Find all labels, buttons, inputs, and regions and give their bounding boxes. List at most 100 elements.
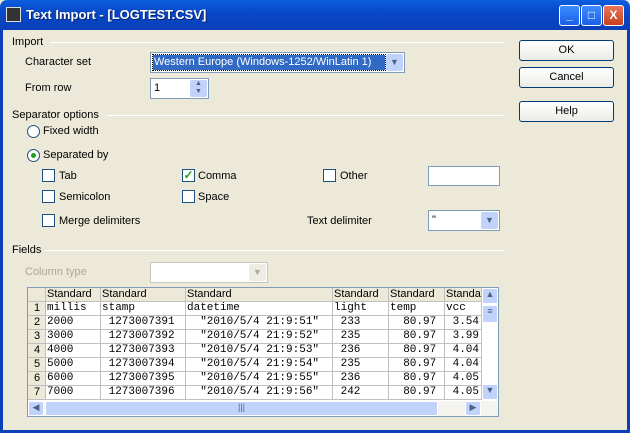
spin-arrows-icon[interactable]: ▲ ▼ [190,80,207,97]
scroll-left-button[interactable]: ◀ [28,401,44,416]
other-checkbox[interactable] [323,169,336,182]
grid-cell[interactable]: millis [46,302,101,316]
grid-cell[interactable]: vcc [445,302,482,316]
grid-cell[interactable]: 3.54 [445,316,482,330]
fixed-width-radio[interactable] [27,125,40,138]
corner-cell [28,288,46,302]
grid-cell[interactable]: 4.05 [445,372,482,386]
maximize-button[interactable]: □ [581,5,602,26]
semicolon-label: Semicolon [59,191,111,203]
grid-cell[interactable]: 80.97 [389,372,445,386]
separated-by-radio[interactable] [27,149,40,162]
chevron-down-icon[interactable]: ▼ [481,212,498,229]
preview-grid[interactable]: Standard Standard Standard Standard Standard… [27,287,499,417]
charset-value: Western Europe (Windows-1252/WinLatin 1) [152,54,386,71]
fixed-width-label: Fixed width [43,125,99,137]
grid-cell[interactable]: 1273007395 [101,372,186,386]
minimize-button[interactable]: _ [559,5,580,26]
semicolon-checkbox[interactable] [42,190,55,203]
grid-cell[interactable]: 1273007391 [101,316,186,330]
grid-cell[interactable]: 233 [333,316,389,330]
merge-delimiters-checkbox[interactable] [42,214,55,227]
grid-cell[interactable]: "2010/5/4 21:9:54" [186,358,333,372]
row-header[interactable]: 3 [28,330,46,344]
chevron-down-icon: ▼ [249,264,266,281]
preview-grid-viewport[interactable]: Standard Standard Standard Standard Standard… [28,288,482,401]
from-row-label: From row [25,82,72,94]
grid-cell[interactable]: 3.99 [445,330,482,344]
grid-cell[interactable]: 80.97 [389,344,445,358]
grid-cell[interactable]: 1273007393 [101,344,186,358]
other-label: Other [340,170,368,182]
grid-cell[interactable]: "2010/5/4 21:9:56" [186,386,333,400]
grid-cell[interactable]: 80.97 [389,386,445,400]
vertical-scroll-thumb[interactable]: ≡ [482,305,498,323]
divider [50,42,505,43]
column-type-header[interactable]: Standard [186,288,333,302]
horizontal-scroll-thumb[interactable]: ||| [45,401,438,416]
grid-cell[interactable]: "2010/5/4 21:9:55" [186,372,333,386]
grid-cell[interactable]: 4000 [46,344,101,358]
grid-cell[interactable]: 235 [333,330,389,344]
separator-group-label: Separator options [12,109,99,121]
title-bar[interactable]: Text Import - [LOGTEST.CSV] _ □ X [0,0,630,30]
grid-cell[interactable]: 4.04 [445,344,482,358]
grid-cell[interactable]: "2010/5/4 21:9:51" [186,316,333,330]
column-type-select[interactable]: ▼ [150,262,268,283]
charset-select[interactable]: Western Europe (Windows-1252/WinLatin 1)… [150,52,405,73]
column-type-label: Column type [25,266,87,278]
grid-cell[interactable]: 80.97 [389,316,445,330]
space-checkbox[interactable] [182,190,195,203]
grid-cell[interactable]: 1273007392 [101,330,186,344]
column-type-header[interactable]: Standard [389,288,445,302]
grid-cell[interactable]: 4.05 [445,386,482,400]
grid-cell[interactable]: 235 [333,358,389,372]
grid-cell[interactable]: "2010/5/4 21:9:53" [186,344,333,358]
row-header[interactable]: 1 [28,302,46,316]
close-button[interactable]: X [603,5,624,26]
row-header[interactable]: 6 [28,372,46,386]
row-header[interactable]: 5 [28,358,46,372]
column-type-header[interactable]: Standa [445,288,482,302]
row-header[interactable]: 4 [28,344,46,358]
cancel-button[interactable]: Cancel [519,67,614,88]
other-input[interactable] [428,166,500,186]
column-type-header[interactable]: Standard [333,288,389,302]
grid-cell[interactable]: "2010/5/4 21:9:52" [186,330,333,344]
text-delimiter-select[interactable]: " ▼ [428,210,500,231]
grid-cell[interactable]: 5000 [46,358,101,372]
ok-button[interactable]: OK [519,40,614,61]
grid-cell[interactable]: 80.97 [389,330,445,344]
from-row-stepper[interactable]: 1 ▲ ▼ [150,78,209,99]
grid-cell[interactable]: temp [389,302,445,316]
horizontal-scrollbar[interactable]: ◀ ||| ▶ [28,401,498,416]
scroll-up-button[interactable]: ▲ [482,288,498,304]
grid-cell[interactable]: 1273007396 [101,386,186,400]
chevron-down-icon[interactable]: ▼ [386,54,403,71]
row-header[interactable]: 2 [28,316,46,330]
row-header[interactable]: 7 [28,386,46,400]
help-button[interactable]: Help [519,101,614,122]
divider [45,250,505,251]
grid-cell[interactable]: 3000 [46,330,101,344]
grid-cell[interactable]: 80.97 [389,358,445,372]
grid-cell[interactable]: 236 [333,344,389,358]
grid-cell[interactable]: 4.04 [445,358,482,372]
column-type-header[interactable]: Standard [46,288,101,302]
grid-cell[interactable]: datetime [186,302,333,316]
merge-delimiters-label: Merge delimiters [59,215,141,227]
column-type-header[interactable]: Standard [101,288,186,302]
scroll-down-button[interactable]: ▼ [482,384,498,400]
grid-cell[interactable]: 2000 [46,316,101,330]
grid-cell[interactable]: light [333,302,389,316]
comma-checkbox[interactable]: ✓ [182,168,195,182]
grid-cell[interactable]: 236 [333,372,389,386]
grid-cell[interactable]: 6000 [46,372,101,386]
grid-cell[interactable]: 1273007394 [101,358,186,372]
tab-checkbox[interactable] [42,169,55,182]
grid-cell[interactable]: 242 [333,386,389,400]
grid-cell[interactable]: stamp [101,302,186,316]
scroll-right-button[interactable]: ▶ [465,401,481,416]
grid-cell[interactable]: 7000 [46,386,101,400]
comma-label: Comma [198,170,237,182]
